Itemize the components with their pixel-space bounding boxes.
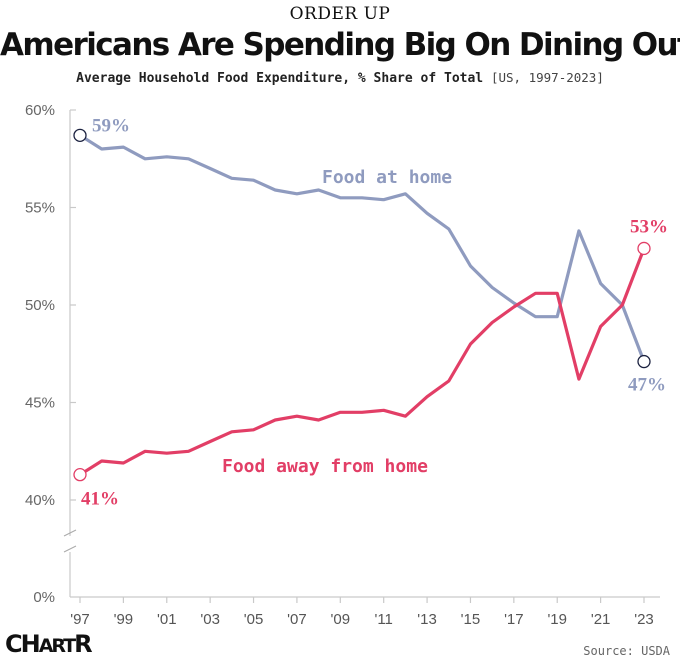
chart-title: Americans Are Spending Big On Dining Out: [0, 27, 680, 63]
x-tick-label: '19: [547, 611, 567, 628]
end-point-food-at-home: [637, 354, 651, 369]
x-tick-label: '05: [244, 611, 264, 628]
y-tick-label: 40%: [25, 492, 55, 509]
series-line-food-away-from-home: [78, 246, 646, 477]
end-point-food-away: [637, 241, 651, 256]
x-tick-label: '13: [417, 611, 437, 628]
start-label-food-at-home: 59%: [92, 115, 130, 136]
x-tick-label: '07: [287, 611, 307, 628]
end-label-food-away: 53%: [630, 216, 668, 237]
chart-kicker: ORDER UP: [289, 4, 391, 24]
x-tick-label: '01: [157, 611, 177, 628]
x-tick-label: '21: [591, 611, 611, 628]
axis-break-mark-1: [63, 529, 77, 537]
axis-break-mark-2: [63, 545, 77, 553]
start-point-food-at-home: [73, 128, 87, 143]
start-label-food-away: 41%: [81, 489, 119, 510]
x-tick-label: '11: [374, 611, 392, 628]
x-tick-label: '23: [634, 611, 654, 628]
x-tick-label: '17: [504, 611, 524, 628]
series-label-food-at-home: Food at home: [322, 167, 452, 188]
x-tick-label: '03: [200, 611, 220, 628]
series-label-food-away: Food away from home: [222, 456, 428, 477]
chart-subtitle-range: [US, 1997-2023]: [490, 70, 604, 85]
logo-part-2: ART: [38, 635, 76, 657]
start-point-food-away: [73, 467, 87, 482]
y-tick-label: 60%: [25, 102, 55, 119]
chartr-logo: CHARTR: [5, 630, 93, 658]
x-tick-label: '09: [331, 611, 351, 628]
y-tick-label: 45%: [25, 395, 55, 412]
chart-subtitle: Average Household Food Expenditure, % Sh…: [0, 70, 680, 86]
logo-part-3: R: [74, 630, 93, 658]
x-tick-label: '97: [70, 611, 90, 628]
y-tick-label: 55%: [25, 200, 55, 217]
y-tick-label: 50%: [25, 297, 55, 314]
x-tick-label: '99: [114, 611, 134, 628]
y-tick-label-zero: 0%: [33, 589, 55, 606]
series-line-food-at-home: [78, 133, 646, 364]
chart-subtitle-text: Average Household Food Expenditure, % Sh…: [76, 71, 484, 86]
source-note: Source: USDA: [583, 644, 670, 658]
x-tick-label: '15: [461, 611, 481, 628]
end-label-food-at-home: 47%: [628, 375, 666, 396]
logo-part-1: CH: [5, 630, 41, 658]
